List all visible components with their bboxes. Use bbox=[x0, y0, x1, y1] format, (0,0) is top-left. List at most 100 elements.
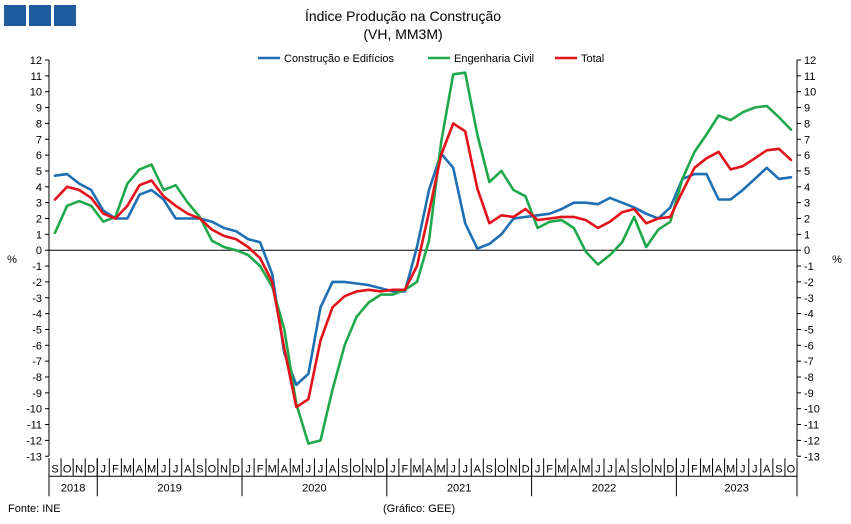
y-tick-label-right: -2 bbox=[804, 277, 814, 289]
source-note: Fonte: INE bbox=[8, 503, 61, 515]
y-tick-label-left: -5 bbox=[32, 324, 42, 336]
x-month-label: A bbox=[329, 463, 337, 475]
y-tick-label-right: 3 bbox=[804, 198, 810, 210]
y-tick-label-right: -10 bbox=[804, 404, 820, 416]
x-month-label: D bbox=[666, 463, 674, 475]
y-tick-label-left: 6 bbox=[36, 150, 42, 162]
brand-square-icon bbox=[54, 5, 76, 26]
y-tick-label-left: -1 bbox=[32, 261, 42, 273]
x-month-label: J bbox=[607, 463, 613, 475]
y-tick-label-right: 8 bbox=[804, 118, 810, 130]
x-month-label: S bbox=[341, 463, 348, 475]
series-line-constru-o-e-edif-cios bbox=[53, 152, 793, 387]
x-month-label: F bbox=[691, 463, 698, 475]
x-month-label: F bbox=[546, 463, 553, 475]
y-tick-label-left: 4 bbox=[36, 182, 42, 194]
legend-label: Engenharia Civil bbox=[454, 53, 534, 65]
y-tick-label-right: 6 bbox=[804, 150, 810, 162]
x-year-label: 2023 bbox=[724, 482, 748, 494]
x-month-label: D bbox=[377, 463, 385, 475]
x-month-label: O bbox=[63, 463, 72, 475]
x-month-label: M bbox=[412, 463, 421, 475]
y-tick-label-right: 9 bbox=[804, 103, 810, 115]
x-month-label: M bbox=[726, 463, 735, 475]
y-tick-label-left: 9 bbox=[36, 103, 42, 115]
x-month-label: J bbox=[740, 463, 746, 475]
x-month-label: J bbox=[306, 463, 312, 475]
x-month-label: A bbox=[763, 463, 771, 475]
x-month-label: M bbox=[123, 463, 132, 475]
x-month-label: A bbox=[570, 463, 578, 475]
x-month-label: S bbox=[196, 463, 203, 475]
y-tick-label-right: 5 bbox=[804, 166, 810, 178]
x-month-label: A bbox=[425, 463, 433, 475]
legend-label: Construção e Edifícios bbox=[284, 53, 395, 65]
chart-canvas: Índice Produção na Construção (VH, MM3M)… bbox=[7, 8, 842, 497]
x-month-label: J bbox=[535, 463, 541, 475]
x-month-label: M bbox=[292, 463, 301, 475]
x-year-label: 2021 bbox=[447, 482, 471, 494]
legend-label: Total bbox=[581, 53, 604, 65]
x-year-label: 2018 bbox=[61, 482, 85, 494]
x-year-label: 2019 bbox=[157, 482, 181, 494]
y-tick-label-left: -2 bbox=[32, 277, 42, 289]
chart-subtitle: (VH, MM3M) bbox=[363, 26, 442, 42]
y-tick-label-right: -9 bbox=[804, 388, 814, 400]
x-month-label: S bbox=[775, 463, 782, 475]
x-month-label: J bbox=[450, 463, 456, 475]
y-tick-label-right: -4 bbox=[804, 309, 814, 321]
x-month-label: D bbox=[232, 463, 240, 475]
y-tick-label-left: -9 bbox=[32, 388, 42, 400]
x-month-label: M bbox=[702, 463, 711, 475]
y-tick-label-left: -7 bbox=[32, 356, 42, 368]
y-tick-label-right: -5 bbox=[804, 324, 814, 336]
series-line-engenharia-civil bbox=[53, 71, 793, 445]
y-tick-label-left: 1 bbox=[36, 229, 42, 241]
y-tick-label-left: -10 bbox=[26, 404, 42, 416]
y-tick-label-left: -6 bbox=[32, 340, 42, 352]
y-tick-label-left: 3 bbox=[36, 198, 42, 210]
y-tick-label-right: 0 bbox=[804, 245, 810, 257]
y-tick-label-left: 10 bbox=[30, 87, 42, 99]
y-tick-label-left: 7 bbox=[36, 134, 42, 146]
y-tick-label-right: 1 bbox=[804, 229, 810, 241]
x-month-label: A bbox=[715, 463, 723, 475]
x-month-label: M bbox=[437, 463, 446, 475]
y-axis-label-left: % bbox=[7, 254, 17, 266]
x-month-label: O bbox=[642, 463, 651, 475]
chart-series bbox=[53, 71, 793, 445]
y-axis-label-right: % bbox=[832, 254, 842, 266]
x-month-label: A bbox=[281, 463, 289, 475]
x-month-label: N bbox=[510, 463, 518, 475]
x-month-label: M bbox=[581, 463, 590, 475]
y-tick-label-right: -11 bbox=[804, 420, 819, 432]
y-tick-label-right: -7 bbox=[804, 356, 814, 368]
y-tick-label-left: -13 bbox=[26, 451, 42, 463]
y-tick-label-right: 11 bbox=[804, 71, 815, 83]
x-month-label: A bbox=[136, 463, 144, 475]
x-month-label: S bbox=[486, 463, 493, 475]
x-month-label: O bbox=[208, 463, 217, 475]
x-month-label: A bbox=[474, 463, 482, 475]
y-tick-label-left: -4 bbox=[32, 309, 42, 321]
x-month-label: N bbox=[365, 463, 373, 475]
x-month-label: J bbox=[245, 463, 251, 475]
x-month-label: F bbox=[402, 463, 409, 475]
x-month-label: O bbox=[497, 463, 506, 475]
y-tick-label-left: 0 bbox=[36, 245, 42, 257]
x-month-label: N bbox=[75, 463, 83, 475]
brand-logo bbox=[4, 5, 76, 26]
x-month-label: A bbox=[184, 463, 192, 475]
y-tick-label-left: -12 bbox=[26, 435, 42, 447]
x-month-label: F bbox=[112, 463, 119, 475]
x-month-label: N bbox=[220, 463, 228, 475]
x-month-label: J bbox=[173, 463, 179, 475]
x-month-label: J bbox=[680, 463, 686, 475]
y-tick-label-right: 2 bbox=[804, 214, 810, 226]
brand-square-icon bbox=[29, 5, 51, 26]
y-tick-label-right: 7 bbox=[804, 134, 810, 146]
chart-title: Índice Produção na Construção bbox=[305, 8, 501, 24]
x-month-label: J bbox=[595, 463, 601, 475]
y-tick-label-right: -8 bbox=[804, 372, 814, 384]
